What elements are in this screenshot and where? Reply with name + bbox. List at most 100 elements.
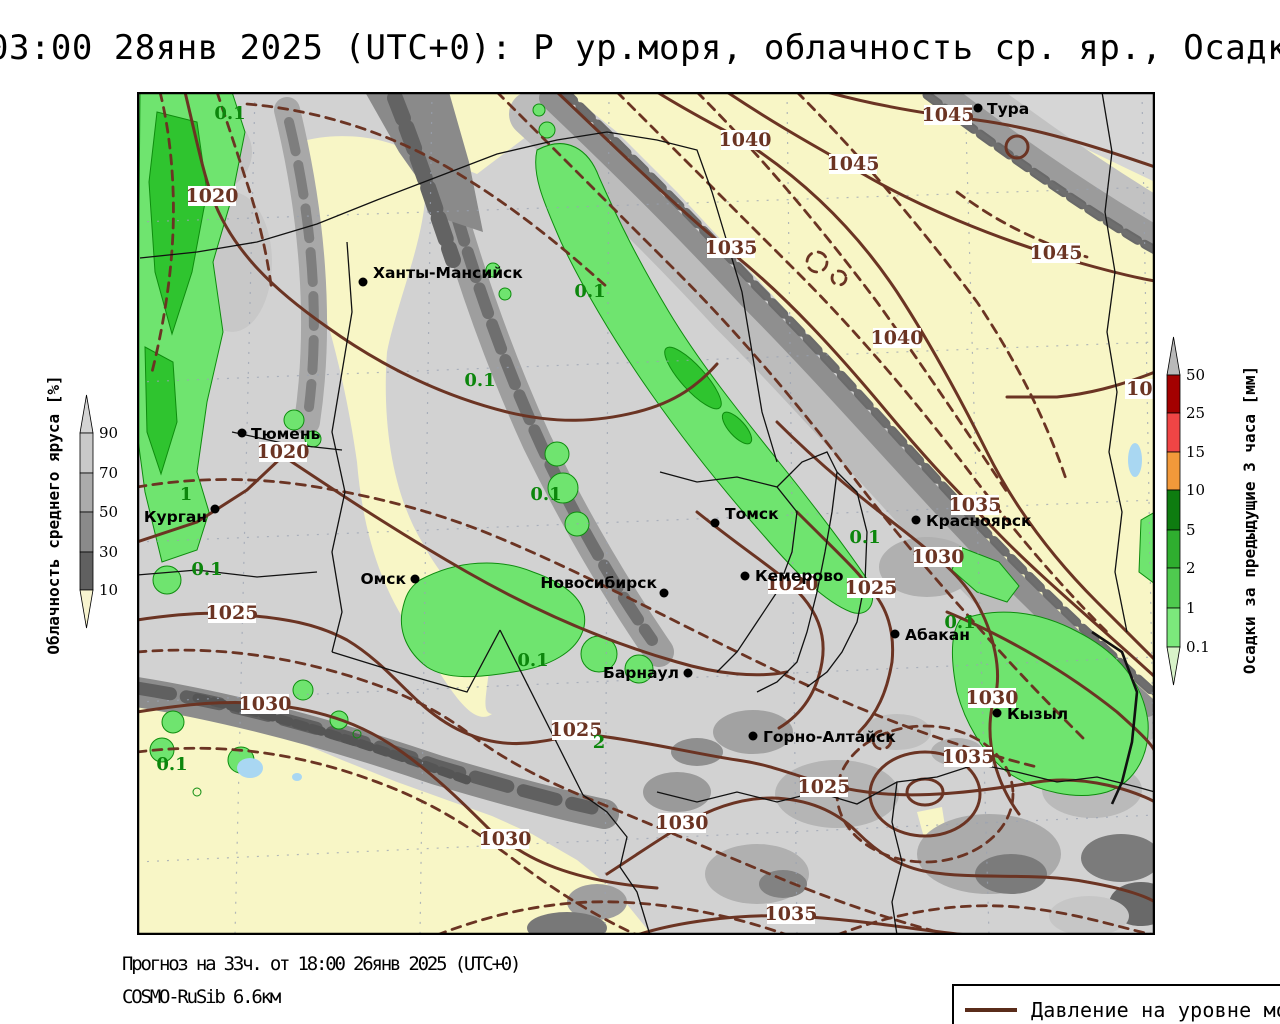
- precip-label: 0.1: [849, 527, 880, 548]
- city-label: Кемерово: [755, 567, 844, 585]
- precip-label: 0.1: [191, 559, 222, 580]
- precip-tick: 5: [1186, 521, 1196, 539]
- isobar-label: 1045: [1030, 242, 1083, 264]
- city-marker: Кызыл: [992, 705, 1068, 723]
- isobar-label: 1025: [550, 719, 603, 741]
- precip-label: 0.1: [214, 103, 245, 124]
- city-marker: Горно-Алтайск: [748, 728, 896, 746]
- cloudiness-colorbar-title: Облачность среднего яруса [%]: [44, 375, 63, 654]
- precip-contour-labels: 0.1 0.1 0.1 1 0.1 0.1 0.1 0.1 0.1 0.1 2: [156, 103, 975, 775]
- city-label: Барнаул: [603, 664, 679, 682]
- svg-text:1035: 1035: [942, 746, 995, 768]
- city-markers: Тура Ханты-Мансийск Тюмень Курган Омск Т…: [144, 100, 1068, 746]
- svg-text:1045: 1045: [827, 153, 880, 175]
- lakes: [237, 443, 1142, 781]
- precip-colorbar-title: Осадки за предыдущие 3 часа [мм]: [1240, 366, 1259, 674]
- isobar-label: 104: [1125, 378, 1155, 400]
- isobar-label: 1045: [827, 153, 880, 175]
- city-label: Курган: [144, 508, 207, 526]
- precip-colorbar: Осадки за предыдущие 3 часа [мм] 50 25 1…: [1166, 336, 1259, 686]
- isobar-label: 1025: [798, 776, 851, 798]
- city-label: Новосибирск: [540, 574, 657, 592]
- map-frame: [137, 92, 1155, 935]
- pressure-line-sample: [965, 1008, 1017, 1012]
- svg-text:1035: 1035: [949, 494, 1002, 516]
- precip-label: 0.1: [530, 484, 561, 505]
- city-label: Ханты-Мансийск: [373, 264, 523, 282]
- cloudiness-tick: 30: [99, 543, 118, 561]
- isobar-label: 1035: [942, 746, 995, 768]
- city-label: Томск: [725, 505, 779, 523]
- city-marker: Новосибирск: [540, 574, 669, 598]
- precip-tick: 2: [1186, 559, 1196, 577]
- precip-label: 1: [180, 484, 193, 505]
- city-marker: Тура: [973, 100, 1029, 118]
- svg-text:1040: 1040: [871, 327, 924, 349]
- city-label: Горно-Алтайск: [763, 728, 896, 746]
- svg-text:1045: 1045: [1030, 242, 1083, 264]
- page-title: 03:00 28янв 2025 (UTC+0): P ур.моря, обл…: [0, 28, 1280, 68]
- city-marker: Тюмень: [237, 425, 321, 443]
- city-label: Кызыл: [1007, 705, 1068, 723]
- city-marker: Кемерово: [740, 567, 844, 585]
- city-marker: Курган: [144, 504, 220, 526]
- isobar-label: 1035: [765, 903, 818, 925]
- isobar-label: 1020: [766, 573, 819, 595]
- svg-text:1020: 1020: [766, 573, 819, 595]
- city-label: Абакан: [905, 626, 970, 644]
- svg-text:1035: 1035: [765, 903, 818, 925]
- isobar-label: 1030: [479, 828, 532, 850]
- region-borders: [137, 92, 1155, 935]
- cloudiness-tick: 90: [99, 424, 118, 442]
- precip-tick: 15: [1186, 443, 1205, 461]
- precip-tick: 25: [1186, 404, 1205, 422]
- precip-label: 0.1: [464, 370, 495, 391]
- isobar-label: 1020: [186, 185, 239, 207]
- isobar-label: 1035: [949, 494, 1002, 516]
- cloudiness-tick: 10: [99, 581, 118, 599]
- city-label: Тура: [987, 100, 1029, 118]
- pressure-legend: Давление на уровне моря: [952, 984, 1280, 1024]
- model-info: COSMO-RuSib 6.6км: [122, 986, 281, 1008]
- precip-tick: 10: [1186, 481, 1205, 499]
- cloudiness-tick: 70: [99, 464, 118, 482]
- precip-label: 0.1: [156, 754, 187, 775]
- isobar-label: 1030: [966, 687, 1019, 709]
- precip-tick: 50: [1186, 366, 1205, 384]
- forecast-info: Прогноз на 33ч. от 18:00 26янв 2025 (UTC…: [122, 953, 521, 975]
- footer: Прогноз на 33ч. от 18:00 26янв 2025 (UTC…: [122, 948, 521, 1014]
- precip-tick: 0.1: [1186, 638, 1210, 656]
- isobar-label: 1030: [239, 693, 292, 715]
- svg-text:1020: 1020: [257, 441, 310, 463]
- city-marker: Барнаул: [603, 664, 693, 682]
- weather-map: 1020 1020 1025 1030 1040 1045 1045 1035 …: [137, 92, 1155, 935]
- isobar-labels: 1020 1020 1025 1030 1040 1045 1045 1035 …: [186, 104, 1155, 925]
- precip-label: 2: [593, 732, 606, 753]
- svg-text:1020: 1020: [186, 185, 239, 207]
- svg-text:1035: 1035: [705, 237, 758, 259]
- city-marker: Омск: [360, 570, 420, 588]
- city-marker: Томск: [710, 505, 779, 528]
- precip-label: 0.1: [574, 281, 605, 302]
- isobar-label: 1040: [871, 327, 924, 349]
- city-marker: Красноярск: [911, 512, 1032, 530]
- isobar-label: 1025: [845, 577, 898, 599]
- svg-text:1025: 1025: [845, 577, 898, 599]
- precip-label: 0.1: [517, 650, 548, 671]
- weather-map-canvas: 1020 1020 1025 1030 1040 1045 1045 1035 …: [137, 92, 1155, 935]
- svg-text:1030: 1030: [239, 693, 292, 715]
- svg-text:1025: 1025: [550, 719, 603, 741]
- city-label: Тюмень: [251, 425, 321, 443]
- isobar-label: 1040: [719, 129, 772, 151]
- isobar-label: 1030: [912, 546, 965, 568]
- svg-text:1040: 1040: [719, 129, 772, 151]
- city-label: Омск: [360, 570, 406, 588]
- city-marker: Ханты-Мансийск: [358, 264, 523, 287]
- svg-text:1030: 1030: [966, 687, 1019, 709]
- cloudiness-colorbar: Облачность среднего яруса [%] 90 70 50 3…: [44, 375, 118, 654]
- isobar-label: 1045: [922, 104, 975, 126]
- cloudiness-tick: 50: [99, 503, 118, 521]
- city-marker: Абакан: [890, 626, 970, 644]
- svg-text:1025: 1025: [206, 602, 259, 624]
- svg-text:1045: 1045: [922, 104, 975, 126]
